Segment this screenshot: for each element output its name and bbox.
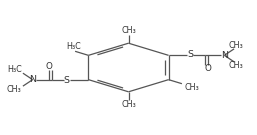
Text: CH₃: CH₃ [121, 100, 136, 109]
Text: CH₃: CH₃ [121, 26, 136, 35]
Text: O: O [204, 64, 211, 73]
Text: S: S [63, 76, 70, 85]
Text: N: N [221, 51, 228, 60]
Text: H₃C: H₃C [66, 42, 81, 51]
Text: S: S [187, 50, 194, 59]
Text: CH₃: CH₃ [7, 85, 22, 94]
Text: CH₃: CH₃ [228, 61, 243, 70]
Text: H₃C: H₃C [7, 65, 22, 74]
Text: N: N [29, 75, 36, 84]
Text: O: O [46, 62, 53, 71]
Text: CH₃: CH₃ [185, 83, 199, 92]
Text: CH₃: CH₃ [228, 41, 243, 50]
